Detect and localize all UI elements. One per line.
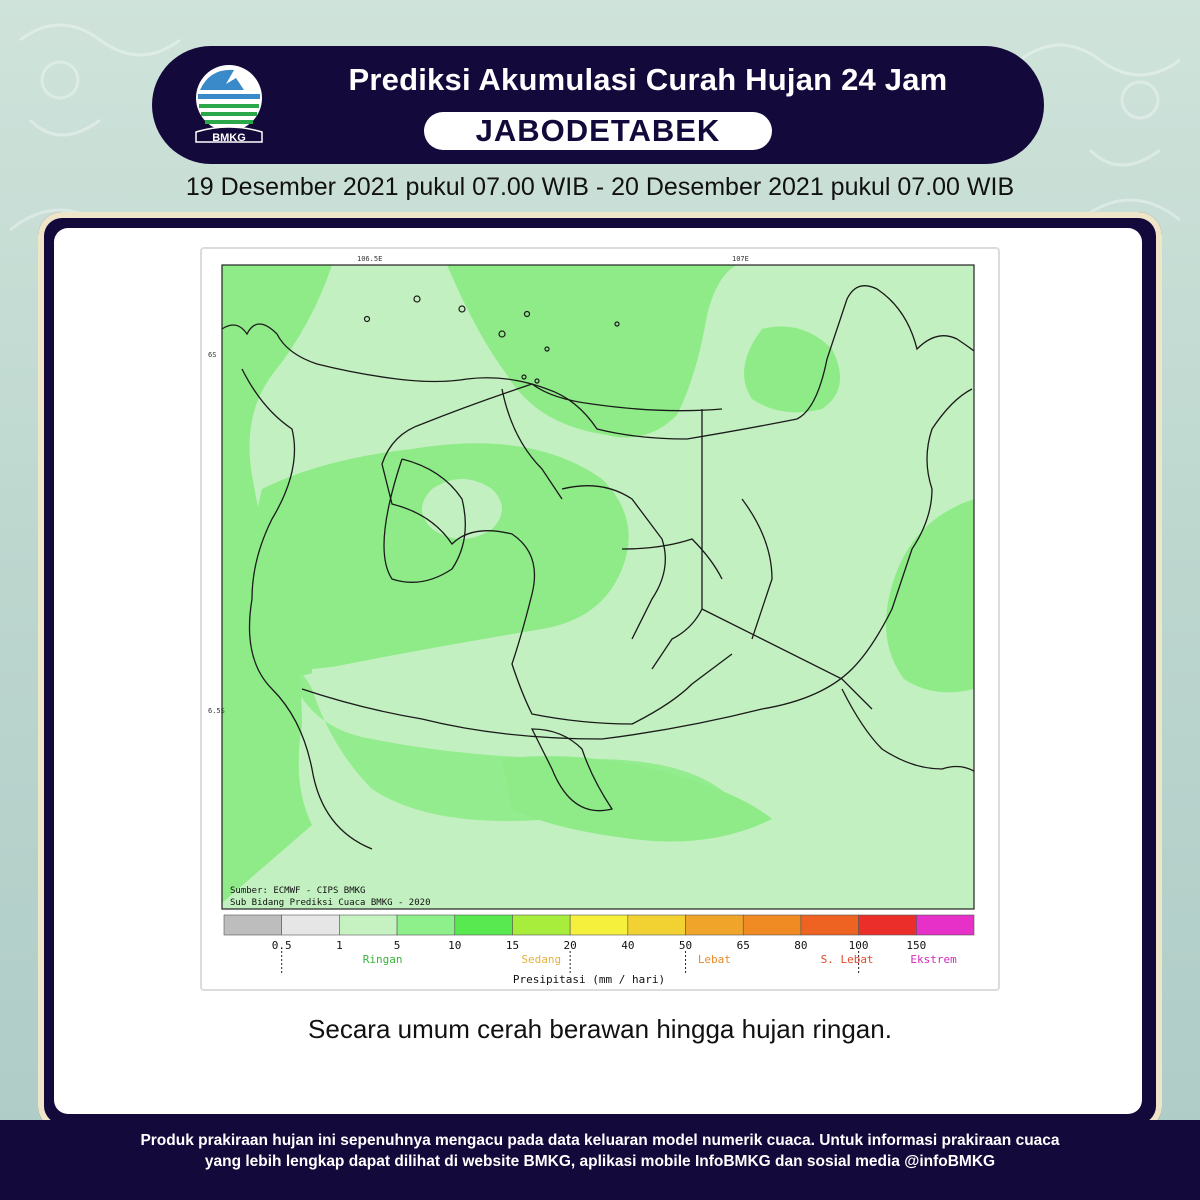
forecast-summary: Secara umum cerah berawan hingga hujan r… [308,1014,892,1044]
lon-label: 106.5E [357,255,382,263]
precipitation-map: 106.5E 107E 6S 6.5S Sumber: ECMWF - CIPS… [208,255,975,986]
legend-swatch [281,914,340,936]
legend-swatch [916,914,975,936]
logo-text: BMKG [212,132,246,144]
legend-swatch [627,914,686,936]
legend-swatch [569,914,629,936]
legend-tick-label: 80 [794,939,807,952]
rainfall-field [222,265,974,909]
legend-swatch [454,914,513,936]
region-boundaries [222,285,974,850]
legend-tick-label: 1 [336,939,343,952]
legend-swatch [223,914,282,936]
page-title: Prediksi Akumulasi Curah Hujan 24 Jam [348,62,948,97]
legend-tick-label: 150 [906,939,926,952]
footer-line: yang lebih lengkap dapat dilihat di webs… [204,1153,996,1170]
legend-swatch [685,914,744,936]
legend-swatch [396,914,456,936]
legend-tick-label: 100 [849,939,869,952]
legend-tick-label: 65 [737,939,750,952]
footer-line: Produk prakiraan hujan ini sepenuhnya me… [140,1132,1060,1149]
legend-tick-label: 0.5 [272,939,292,952]
forecast-period: 19 Desember 2021 pukul 07.00 WIB - 20 De… [185,173,1015,201]
header-banner: BMKG Prediksi Akumulasi Curah Hujan 24 J… [152,46,1044,164]
islands [363,295,620,384]
legend-tick-label: 20 [564,939,577,952]
map-panel: 106.5E 107E 6S 6.5S Sumber: ECMWF - CIPS… [200,247,1000,991]
legend-tick-label: 5 [394,939,401,952]
footer-note: Produk prakiraan hujan ini sepenuhnya me… [20,1130,1180,1172]
legend-swatch [800,914,859,936]
legend-tick-label: 50 [679,939,692,952]
legend-swatch [742,914,802,936]
legend-category-label: Ekstrem [910,953,957,966]
region-label: JABODETABEK [424,112,772,150]
source-line: Sumber: ECMWF - CIPS BMKG [230,886,365,896]
legend-tick-label: 15 [506,939,519,952]
legend-category-label: Ringan [363,953,403,966]
footer-bar [0,1120,1200,1200]
legend-tick-label: 10 [448,939,461,952]
legend-swatch [858,914,917,936]
legend-title: Presipitasi (mm / hari) [513,973,665,986]
legend-tick-label: 40 [621,939,634,952]
legend-swatch [339,914,398,936]
legend-swatch [512,914,571,936]
lat-label: 6S [208,351,216,359]
source-line: Sub Bidang Prediksi Cuaca BMKG - 2020 [230,898,430,908]
legend-category-label: S. Lebat [821,953,874,966]
lon-label: 107E [732,255,749,263]
lat-label: 6.5S [208,707,225,715]
legend-category-label: Lebat [698,953,731,966]
bmkg-logo: BMKG [195,65,263,144]
legend-category-label: Sedang [521,953,561,966]
